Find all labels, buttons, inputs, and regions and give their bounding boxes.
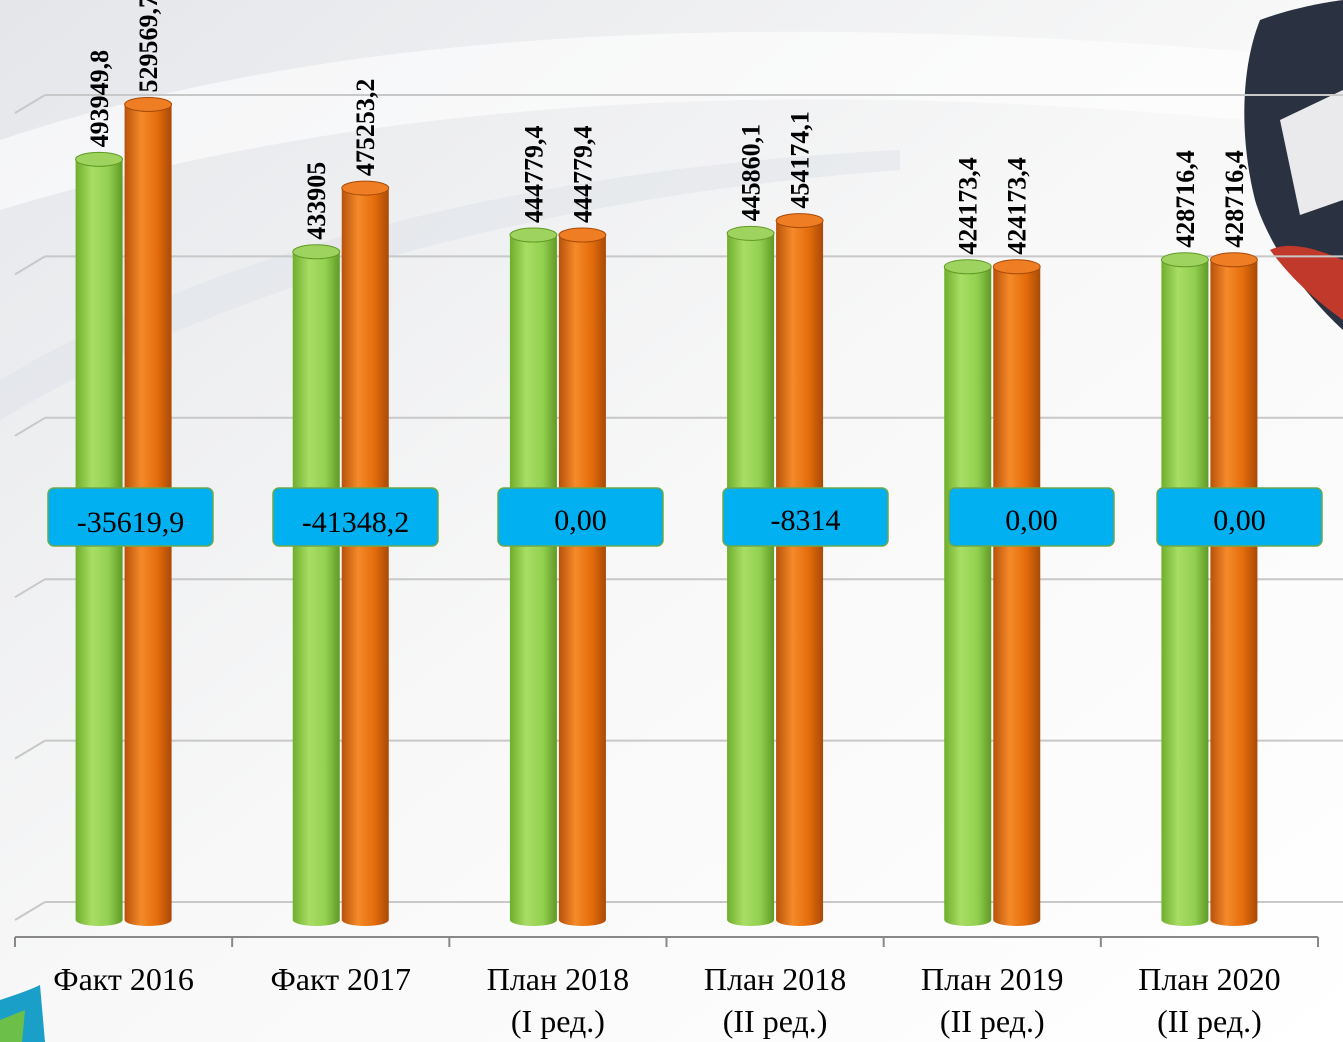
- category-label: (II ред.): [723, 1003, 828, 1039]
- bar-base: [292, 914, 340, 926]
- bar-base: [558, 914, 606, 926]
- category-label: План 2020: [1138, 961, 1280, 997]
- gridline-diagonal: [14, 416, 46, 437]
- data-label: 529569,7: [134, 0, 163, 92]
- difference-box: [1156, 487, 1323, 547]
- bar-base: [75, 914, 123, 926]
- bar: [727, 233, 775, 921]
- bar: [292, 251, 340, 920]
- data-label: 428716,4: [1171, 150, 1200, 248]
- difference-box: [47, 487, 214, 547]
- category-label: (II ред.): [1157, 1003, 1262, 1039]
- background-swoosh: [0, 150, 900, 420]
- bar: [509, 235, 557, 920]
- data-label: 445860,1: [737, 124, 766, 222]
- gridline-diagonal: [14, 578, 46, 599]
- difference-value: -41348,2: [302, 506, 410, 539]
- bar-top: [509, 227, 558, 243]
- bar: [993, 266, 1041, 920]
- difference-box: [272, 487, 439, 547]
- data-label: 424173,4: [1003, 157, 1032, 255]
- gridline-diagonal: [14, 255, 46, 276]
- data-label: 433905: [302, 162, 331, 240]
- bar: [1210, 259, 1258, 920]
- bar-base: [993, 914, 1041, 926]
- bar-top: [1160, 252, 1209, 268]
- bar: [558, 235, 606, 920]
- value-labels: 493949,8 529569,7 433905 475253,2 444779,4 44…: [85, 0, 1249, 255]
- logo-mark: [0, 1010, 25, 1042]
- bar-top: [558, 227, 607, 243]
- x-axis: Факт 2016 Факт 2017 План 2018 (I ред.) План …: [14, 936, 1319, 1039]
- bar-top: [124, 96, 173, 112]
- gridline-diagonal: [14, 739, 46, 760]
- bar-base: [124, 914, 172, 926]
- bar-top: [341, 180, 390, 196]
- data-label: 444779,4: [519, 126, 548, 224]
- data-label: 424173,4: [954, 157, 983, 255]
- bar: [944, 266, 992, 920]
- bar-base: [944, 914, 992, 926]
- bar-base: [776, 914, 824, 926]
- data-label: 493949,8: [85, 50, 114, 148]
- data-label: 444779,4: [568, 126, 597, 224]
- difference-value: -35619,9: [77, 506, 185, 539]
- difference-boxes: -35619,9 -41348,2 0,00 -8314 0,00 0,00: [47, 487, 1323, 547]
- grid: [14, 94, 1343, 921]
- difference-box: [497, 487, 664, 547]
- bar-top: [75, 151, 124, 167]
- bar-base: [727, 914, 775, 926]
- data-label: 428716,4: [1220, 150, 1249, 248]
- bar-base: [1161, 914, 1209, 926]
- category-label: (II ред.): [940, 1003, 1045, 1039]
- category-label: План 2018: [487, 961, 629, 997]
- bar-top: [775, 213, 824, 229]
- bar-base: [1210, 914, 1258, 926]
- category-label: План 2018: [704, 961, 846, 997]
- category-label: Факт 2017: [270, 961, 411, 997]
- category-label: (I ред.): [511, 1003, 605, 1039]
- bar: [1161, 259, 1209, 920]
- bar-base: [509, 914, 557, 926]
- bar-top: [726, 225, 775, 241]
- data-label: 475253,2: [351, 79, 380, 177]
- gridline-diagonal: [14, 901, 46, 921]
- difference-value: 0,00: [554, 504, 607, 537]
- difference-value: 0,00: [1005, 504, 1058, 537]
- gridline-diagonal: [14, 94, 46, 114]
- bar-top: [992, 259, 1041, 275]
- difference-value: 0,00: [1213, 504, 1266, 537]
- background-swoosh: [0, 31, 1343, 210]
- category-label: Факт 2016: [53, 961, 194, 997]
- bar: [341, 188, 389, 920]
- category-label: План 2019: [921, 961, 1063, 997]
- difference-box: [722, 487, 889, 547]
- difference-value: -8314: [771, 504, 841, 537]
- difference-box: [948, 487, 1115, 547]
- bar-top: [1209, 252, 1258, 268]
- bar-base: [341, 914, 389, 926]
- bar-top: [292, 244, 341, 260]
- bar: [776, 220, 824, 920]
- data-label: 454174,1: [786, 111, 815, 209]
- photo-corner: [1244, 0, 1343, 330]
- bar-top: [943, 259, 992, 275]
